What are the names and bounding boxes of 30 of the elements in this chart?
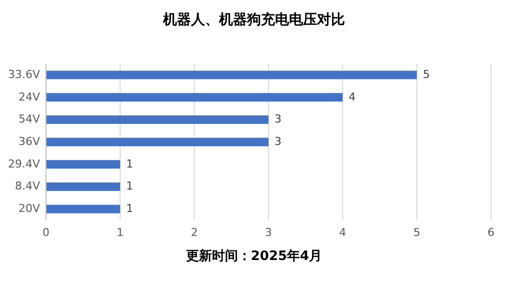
bar (46, 182, 120, 191)
y-tick-label: 29.4V (8, 157, 40, 170)
bar (46, 70, 417, 80)
y-tick-label: 36V (18, 135, 40, 148)
data-label: 4 (348, 90, 356, 104)
bar (46, 160, 120, 169)
y-tick-label: 20V (18, 202, 40, 216)
text: 更新时间：2025年4月 (186, 248, 322, 264)
x-tick-label: 3 (265, 226, 272, 239)
data-label: 1 (126, 157, 134, 170)
data-label: 5 (422, 68, 430, 81)
x-tick-label: 6 (488, 226, 494, 239)
y-tick-label: 33.6V (8, 68, 40, 81)
bar (46, 204, 120, 214)
y-tick-label: 24V (18, 90, 40, 104)
x-tick-label: 0 (42, 226, 50, 239)
bar (46, 93, 343, 102)
x-tick-label: 4 (339, 226, 346, 239)
y-tick-label: 8.4V (14, 180, 40, 193)
x-tick-label: 5 (413, 226, 420, 239)
y-tick-label: 54V (18, 112, 40, 126)
bar (46, 138, 268, 146)
chart-title: 机器人、机器狗充电电压对比 (162, 11, 345, 28)
x-tick-label: 1 (116, 226, 124, 239)
bar (46, 115, 268, 124)
data-label: 1 (126, 202, 134, 216)
data-label: 3 (274, 112, 282, 126)
data-label: 3 (274, 135, 282, 148)
x-tick-label: 2 (190, 226, 198, 239)
data-label: 1 (126, 180, 134, 193)
